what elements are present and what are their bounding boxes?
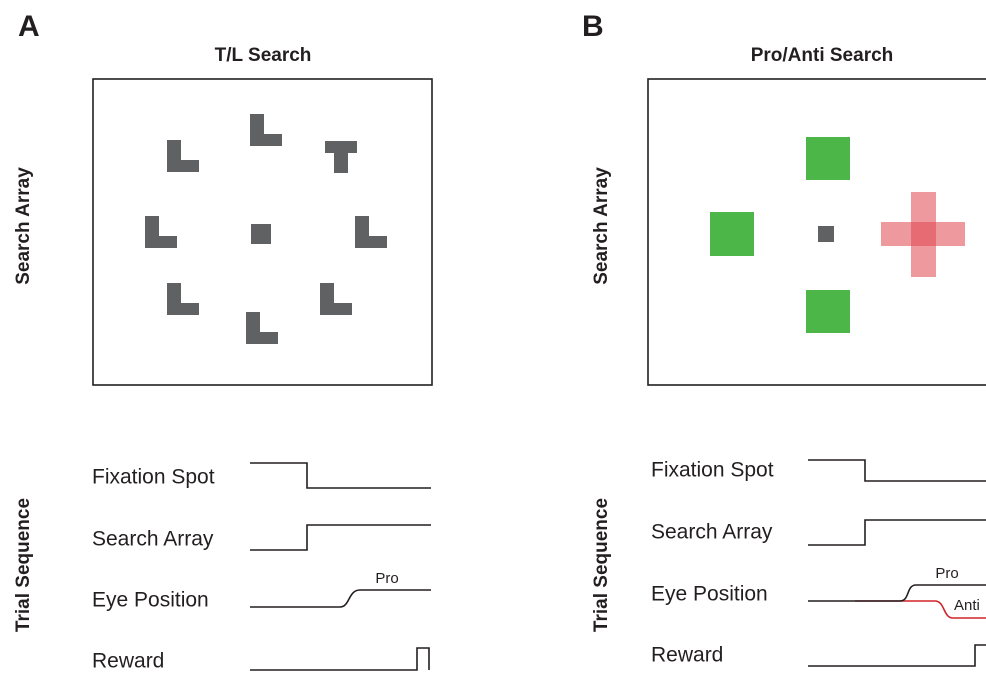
- trace: [250, 647, 430, 671]
- search-items: [145, 114, 387, 344]
- eye-label: Anti: [954, 597, 980, 614]
- trace-label: Eye Position: [651, 583, 768, 606]
- search-items: [710, 137, 965, 333]
- row-label: Search Array: [13, 167, 34, 285]
- trace-label: Search Array: [92, 528, 214, 551]
- trace-label: Reward: [651, 644, 723, 667]
- trace-label: Fixation Spot: [92, 466, 215, 489]
- panel-title: Pro/Anti Search: [751, 45, 894, 66]
- row-label: Trial Sequence: [13, 498, 34, 632]
- trace-label: Fixation Spot: [651, 459, 774, 482]
- eye-label: Pro: [935, 565, 958, 582]
- trace: [250, 524, 431, 551]
- trace: [250, 462, 431, 489]
- row-label: Search Array: [591, 167, 612, 285]
- trace-label: Eye Position: [92, 589, 209, 612]
- row-label: Trial Sequence: [591, 498, 612, 632]
- trace: [250, 589, 431, 608]
- eye-label: Pro: [375, 570, 398, 587]
- trace: [808, 584, 986, 602]
- panel-title: T/L Search: [215, 45, 312, 66]
- panel-label: A: [18, 10, 40, 43]
- trace: [808, 459, 986, 482]
- trace: [855, 600, 986, 619]
- search-box: [647, 78, 986, 386]
- trace: [808, 644, 986, 667]
- panel-label: B: [582, 10, 604, 43]
- trace: [808, 519, 986, 546]
- trace-label: Search Array: [651, 521, 773, 544]
- search-box: [92, 78, 433, 386]
- trace-label: Reward: [92, 650, 164, 673]
